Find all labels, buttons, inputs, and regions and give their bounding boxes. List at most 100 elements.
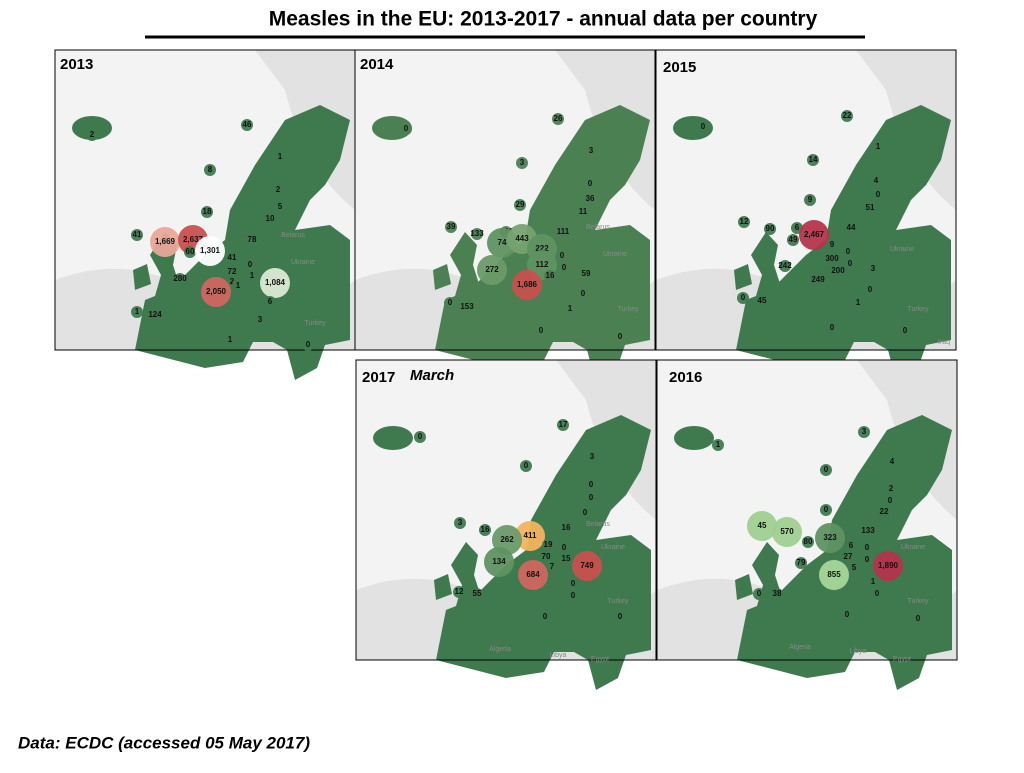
case-count: 3 <box>520 158 525 167</box>
country-patch <box>584 193 596 205</box>
country-patch <box>585 492 597 504</box>
country-patch <box>841 609 853 621</box>
case-count: 74 <box>498 238 507 247</box>
country-patch <box>787 234 799 246</box>
case-count: 262 <box>500 535 514 544</box>
place-name: Turkey <box>907 306 929 313</box>
panel-year: 2015 <box>663 59 696 76</box>
ireland-region <box>734 264 752 290</box>
country-patch <box>414 431 426 443</box>
country-patch <box>484 547 514 577</box>
case-count: 2 <box>889 484 894 493</box>
country-patch <box>861 554 873 566</box>
country-patch <box>614 611 626 623</box>
case-count: 0 <box>888 496 893 505</box>
case-count: 0 <box>448 298 453 307</box>
place-name: Ukraine <box>901 544 925 551</box>
country-patch <box>174 273 186 285</box>
case-count: 0 <box>618 332 623 341</box>
country-patch <box>577 206 589 218</box>
iceland-region <box>674 426 714 450</box>
country-patch <box>585 479 597 491</box>
country-patch <box>516 157 528 169</box>
place-name: Libya <box>850 648 867 655</box>
case-count: 1 <box>876 142 881 151</box>
country-patch <box>201 277 231 307</box>
country-patch <box>471 228 483 240</box>
case-count: 280 <box>173 274 187 283</box>
country-patch <box>712 439 724 451</box>
case-count: 38 <box>773 589 782 598</box>
case-count: 249 <box>811 275 825 284</box>
country-patch <box>558 262 570 274</box>
place-name: Egypt <box>893 656 911 663</box>
case-count: 0 <box>571 591 576 600</box>
case-count: 4 <box>890 457 895 466</box>
case-count: 4 <box>874 176 879 185</box>
country-patch <box>518 560 548 590</box>
country-patch <box>614 331 626 343</box>
country-patch <box>479 524 491 536</box>
case-count: 16 <box>546 271 555 280</box>
case-count: 22 <box>880 507 889 516</box>
country-patch <box>444 297 456 309</box>
panel-year: 2016 <box>669 369 702 386</box>
case-count: 1,301 <box>200 246 221 255</box>
footer: Data: ECDC (accessed 05 May 2017) <box>18 733 310 752</box>
country-patch <box>812 274 824 286</box>
map-panel <box>656 359 958 690</box>
country-patch <box>226 266 238 278</box>
case-count: 17 <box>559 420 568 429</box>
country-patch <box>738 216 750 228</box>
case-count: 51 <box>866 203 875 212</box>
case-count: 300 <box>825 254 839 263</box>
case-count: 70 <box>542 552 551 561</box>
case-count: 134 <box>492 557 506 566</box>
country-patch <box>842 246 854 258</box>
country-patch <box>871 588 883 600</box>
country-patch <box>799 220 829 250</box>
case-count: 200 <box>831 266 845 275</box>
case-count: 0 <box>848 259 853 268</box>
place-name: Belarus <box>586 224 610 231</box>
country-patch <box>131 306 143 318</box>
case-count: 79 <box>797 558 806 567</box>
country-patch <box>872 189 884 201</box>
case-count: 1,686 <box>517 280 538 289</box>
case-count: 0 <box>845 610 850 619</box>
country-patch <box>149 309 161 321</box>
case-count: 16 <box>562 523 571 532</box>
country-patch <box>872 141 884 153</box>
case-count: 0 <box>903 326 908 335</box>
place-name: Algeria <box>489 646 511 653</box>
country-patch <box>302 339 314 351</box>
case-count: 49 <box>789 235 798 244</box>
case-count: 570 <box>780 527 794 536</box>
panel-frame <box>655 49 957 351</box>
case-count: 10 <box>266 214 275 223</box>
place-name: Egypt <box>591 656 609 663</box>
place-name: Ukraine <box>603 251 627 258</box>
case-count: 36 <box>586 194 595 203</box>
country-patch <box>454 517 466 529</box>
country-patch <box>264 296 276 308</box>
country-patch <box>845 540 857 552</box>
case-count: 124 <box>148 310 162 319</box>
case-count: 0 <box>581 289 586 298</box>
country-patch <box>542 539 554 551</box>
case-count: 2,050 <box>206 287 227 296</box>
case-count: 60 <box>186 247 195 256</box>
europe-region <box>135 105 350 380</box>
place-name: Ukraine <box>601 544 625 551</box>
case-count: 272 <box>485 265 499 274</box>
country-patch <box>820 504 832 516</box>
country-patch <box>512 270 542 300</box>
country-patch <box>567 590 579 602</box>
case-count: 29 <box>516 200 525 209</box>
country-patch <box>274 201 286 213</box>
case-count: 0 <box>876 190 881 199</box>
country-patch <box>826 253 838 265</box>
country-patch <box>477 255 507 285</box>
case-count: 153 <box>460 302 474 311</box>
country-patch <box>244 259 256 271</box>
